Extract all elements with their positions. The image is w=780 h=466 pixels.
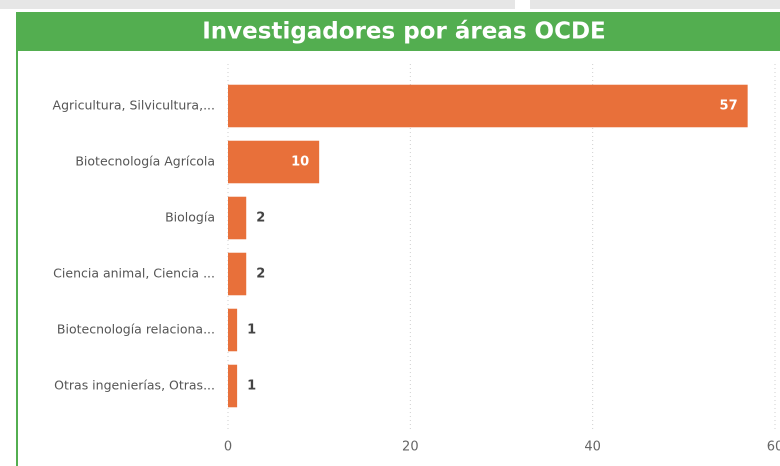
x-tick-label: 0 [224,440,232,455]
top-strip [0,0,515,9]
y-tick-label: Biología [165,210,215,225]
y-tick-label: Agricultura, Silvicultura,... [53,98,215,113]
bar [228,140,320,184]
y-tick-label: Biotecnología Agrícola [75,154,215,169]
chart-title: Investigadores por áreas OCDE [202,19,606,45]
data-label: 2 [256,211,265,226]
y-tick-label: Biotecnología relaciona... [57,322,215,337]
x-tick-label: 60 [767,440,780,455]
header [17,12,780,51]
y-tick-label: Otras ingenierías, Otras... [54,378,215,393]
panel [17,12,780,466]
data-label: 57 [720,99,738,114]
data-label: 1 [247,323,256,338]
bar [228,196,247,240]
top-strip [530,0,780,9]
bar [228,252,247,296]
bar [228,364,238,408]
data-label: 2 [256,267,265,282]
x-tick-label: 40 [584,440,601,455]
y-tick-label: Ciencia animal, Ciencia ... [53,266,215,281]
x-tick-label: 20 [402,440,419,455]
bar [228,308,238,352]
data-label: 10 [291,155,309,170]
bar [228,84,748,128]
data-label: 1 [247,379,256,394]
panel-border [16,12,18,466]
